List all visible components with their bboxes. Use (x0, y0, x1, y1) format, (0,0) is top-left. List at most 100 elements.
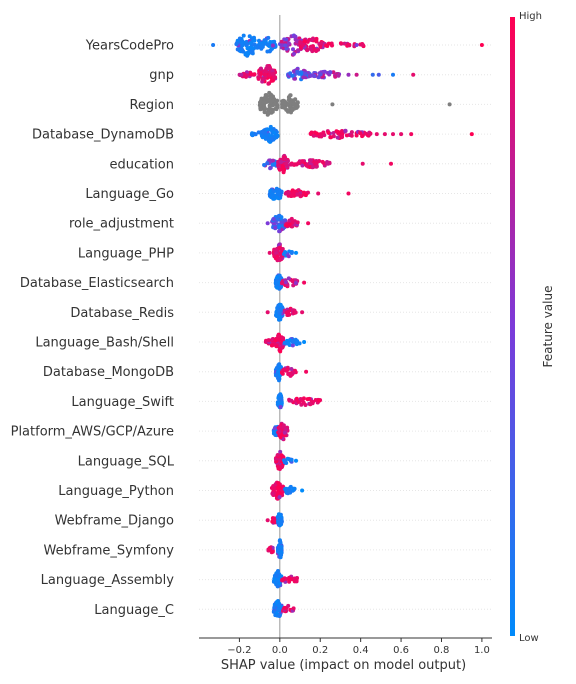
shap-point (314, 39, 319, 44)
shap-point (479, 43, 484, 47)
shap-point (269, 46, 274, 51)
shap-point (276, 607, 280, 612)
shap-point (309, 47, 313, 52)
shap-point (290, 220, 295, 225)
shap-point (293, 162, 298, 167)
shap-point (305, 48, 310, 53)
shap-point (389, 161, 393, 166)
shap-point (272, 426, 277, 431)
shap-point (301, 400, 306, 405)
shap-point (274, 280, 278, 285)
shap-point (269, 136, 274, 141)
shap-point (276, 401, 281, 406)
shap-point (346, 191, 351, 196)
shap-point (279, 453, 284, 458)
shap-point (283, 250, 287, 255)
shap-point (340, 129, 344, 133)
shap-point (301, 75, 306, 80)
shap-point (271, 217, 276, 221)
shap-point (289, 367, 294, 371)
shap-point (244, 73, 249, 78)
feature-label: Language_Swift (71, 395, 174, 410)
shap-point (269, 195, 274, 200)
shap-point (277, 614, 282, 618)
shap-point (302, 190, 306, 195)
feature-label: Database_MongoDB (43, 365, 174, 380)
beeswarm-points (211, 33, 484, 618)
feature-label: Language_Go (85, 187, 174, 202)
shap-point (276, 577, 280, 582)
shap-point (338, 41, 343, 46)
shap-point (336, 73, 341, 78)
shap-point (318, 72, 323, 77)
shap-point (291, 69, 296, 74)
shap-point (308, 131, 313, 136)
x-tick-label: 0.4 (353, 645, 369, 656)
shap-point (284, 161, 288, 166)
shap-point (262, 38, 267, 43)
shap-point (321, 130, 326, 135)
shap-point (271, 130, 276, 135)
shap-point (376, 72, 381, 77)
shap-point (391, 132, 395, 137)
shap-point (275, 195, 279, 200)
shap-point (311, 165, 316, 170)
x-tick-label: 0.8 (434, 645, 450, 656)
feature-label: Language_SQL (78, 454, 175, 469)
shap-point (294, 396, 299, 401)
feature-label: Webframe_Django (55, 514, 174, 529)
shap-point (279, 397, 284, 402)
feature-label: YearsCodePro (85, 39, 174, 54)
x-tick-label: 0.2 (312, 645, 328, 656)
shap-point (311, 133, 316, 138)
shap-point (270, 549, 275, 554)
shap-point (279, 544, 284, 549)
shap-point (270, 109, 275, 114)
shap-point (290, 193, 295, 198)
shap-point (295, 220, 300, 225)
shap-point (301, 396, 306, 401)
shap-point (273, 225, 278, 230)
shap-point (276, 548, 280, 553)
shap-point (328, 70, 333, 75)
shap-point (259, 133, 264, 138)
shap-point (269, 78, 274, 83)
feature-label: education (109, 157, 174, 172)
shap-point (304, 369, 309, 374)
shap-point (265, 49, 270, 54)
shap-point (285, 108, 290, 113)
shap-point (285, 491, 290, 496)
shap-point (292, 34, 297, 39)
shap-point (305, 397, 310, 402)
shap-point (331, 70, 336, 75)
shap-point (274, 107, 279, 112)
feature-label: Database_Redis (70, 306, 174, 321)
shap-point (249, 132, 254, 137)
x-tick-label: 0.0 (272, 645, 288, 656)
shap-point (252, 72, 257, 77)
shap-point (265, 161, 270, 166)
shap-point (281, 100, 286, 105)
shap-point (299, 71, 304, 76)
shap-point (300, 43, 305, 48)
shap-point (281, 164, 286, 169)
shap-point (367, 132, 372, 137)
shap-point (279, 215, 284, 220)
shap-point (447, 102, 452, 107)
shap-point (302, 71, 307, 76)
shap-point (306, 221, 311, 226)
shap-point (309, 38, 314, 42)
shap-point (266, 338, 271, 343)
shap-point (326, 41, 331, 46)
shap-point (262, 163, 267, 167)
shap-point (308, 162, 313, 166)
shap-point (281, 577, 286, 582)
shap-point (267, 250, 272, 255)
shap-point (302, 39, 307, 44)
feature-label: Language_Bash/Shell (35, 336, 174, 351)
shap-point (283, 280, 288, 285)
shap-point (283, 191, 288, 196)
shap-point (241, 49, 246, 54)
shap-point (286, 276, 291, 281)
shap-point (278, 435, 283, 440)
